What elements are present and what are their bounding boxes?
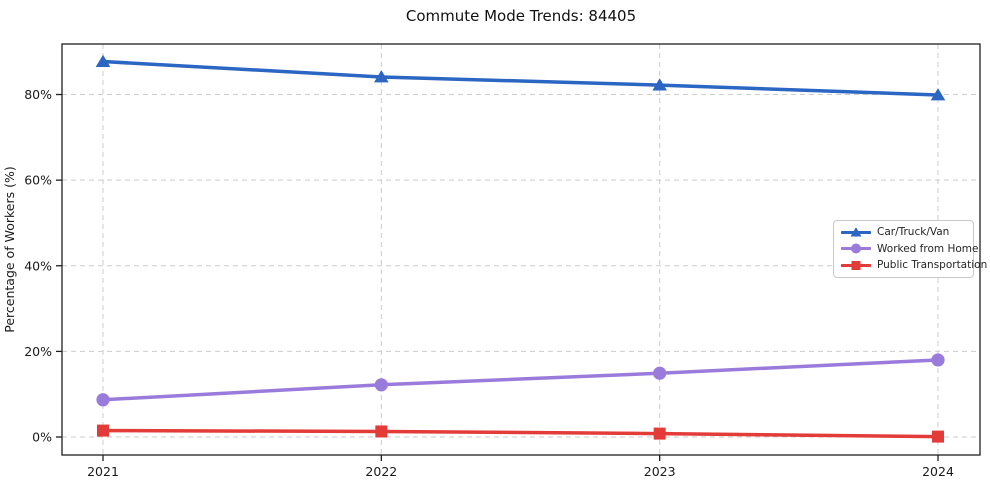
series-line-worked-from-home	[101, 358, 940, 402]
y-tick-label: 0%	[32, 430, 52, 445]
data-point-worked-from-home	[374, 378, 388, 392]
legend-marker-triangle-up-icon	[841, 227, 871, 237]
y-tick-label: 60%	[24, 173, 52, 188]
legend-item-worked-from-home: Worked from Home	[841, 242, 978, 255]
x-tick-label: 2022	[365, 464, 397, 479]
series-public-transportation	[97, 424, 944, 443]
data-point-public-transportation	[97, 424, 109, 437]
series-line-public-transportation	[101, 428, 940, 439]
series-car-truck-van	[95, 54, 946, 101]
series-line-car-truck-van	[101, 59, 940, 97]
axis-ticks	[56, 93, 939, 461]
data-point-car-truck-van	[930, 88, 946, 101]
data-series	[95, 54, 946, 443]
legend-label: Public Transportation	[877, 259, 988, 272]
data-point-public-transportation	[653, 427, 666, 440]
series-worked-from-home	[96, 353, 945, 407]
chart-title: Commute Mode Trends: 84405	[406, 7, 636, 25]
x-tick-label: 2021	[87, 464, 119, 479]
legend-item-public-transportation: Public Transportation	[841, 259, 987, 272]
data-point-public-transportation	[375, 425, 388, 438]
data-point-car-truck-van	[374, 70, 389, 83]
legend-label: Worked from Home	[877, 242, 979, 255]
x-tick-label: 2024	[922, 464, 954, 479]
axes-frame	[61, 43, 981, 456]
axis-tick-labels: 0% 20% 40% 60% 80% 2021 2022 2023 2024	[24, 87, 954, 479]
data-point-worked-from-home	[96, 393, 110, 407]
data-point-car-truck-van	[652, 78, 667, 91]
legend: Car/Truck/Van Worked from Home Public Tran…	[833, 220, 987, 278]
legend-label: Car/Truck/Van	[877, 226, 950, 239]
y-tick-label: 20%	[24, 344, 52, 359]
data-point-car-truck-van	[95, 54, 111, 67]
x-tick-label: 2023	[644, 464, 676, 479]
legend-marker-circle-icon	[841, 243, 871, 254]
y-tick-label: 80%	[24, 87, 52, 102]
y-axis-label: Percentage of Workers (%)	[2, 166, 17, 332]
data-point-worked-from-home	[931, 353, 945, 367]
y-tick-label: 40%	[24, 258, 52, 273]
data-point-public-transportation	[932, 430, 944, 443]
legend-item-car-truck-van: Car/Truck/Van	[841, 226, 966, 239]
data-point-worked-from-home	[653, 366, 667, 380]
legend-marker-square-icon	[841, 261, 871, 271]
